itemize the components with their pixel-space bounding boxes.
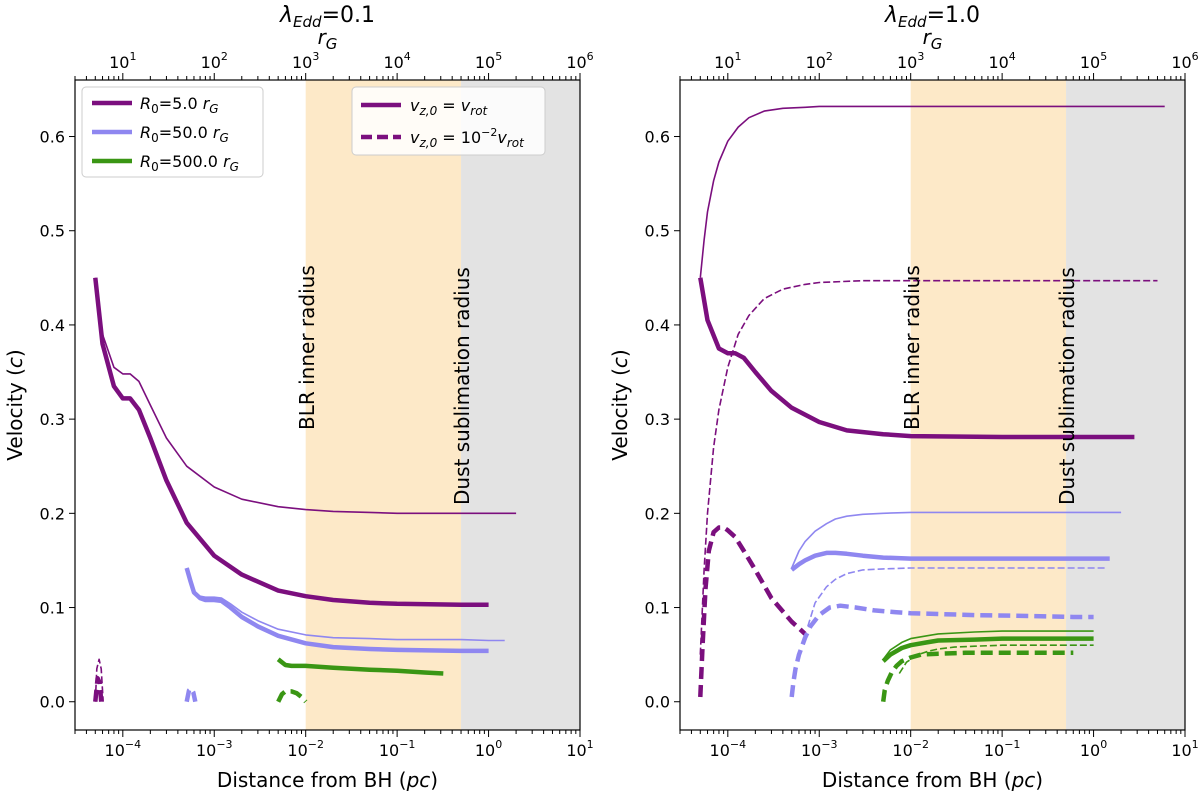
right-x-tick-label-0: 10−4 — [710, 738, 747, 760]
left-top-tick-label-1: 102 — [201, 50, 228, 72]
left-region-dust — [461, 80, 580, 730]
right-y-tick-label-3: 0.3 — [645, 410, 670, 429]
left-x-tick-label-5: 101 — [566, 738, 593, 760]
left-y-axis-label: Velocity (c) — [3, 349, 27, 460]
left-series — [93, 277, 517, 704]
right-series-line-4 — [790, 511, 1122, 569]
left-series-line-2 — [184, 567, 489, 654]
right-y-tick-label-4: 0.4 — [645, 316, 670, 335]
left-plot-frame — [74, 79, 581, 731]
left-series-line-4 — [276, 657, 444, 676]
legend-r0-label-5: R0=5.0 rG — [140, 94, 219, 116]
left-x-tick-label-4: 100 — [475, 738, 502, 760]
right-regions — [910, 80, 1185, 730]
right-series-line-5 — [790, 550, 1110, 572]
left-series-line-7 — [184, 686, 198, 703]
left-top-tick-label-3: 104 — [383, 50, 410, 72]
left-top-tick-label-2: 103 — [292, 50, 319, 72]
left-annotation-blr: BLR inner radius — [295, 265, 319, 430]
left-y-tick-label-5: 0.5 — [40, 222, 65, 241]
left-y-tick-label-2: 0.2 — [40, 504, 65, 523]
right-top-tick-label-5: 106 — [1171, 50, 1198, 72]
left-top-axis-label: rG — [318, 25, 338, 53]
left-regions — [305, 80, 580, 730]
left-x-tick-label-0: 10−4 — [105, 738, 142, 760]
right-y-tick-label-1: 0.1 — [645, 599, 670, 618]
legend-r0-box — [81, 86, 264, 178]
right-series — [698, 105, 1165, 702]
right-ticks: 10−4 10−3 10−2 10−1 100 101 101 102 103 104 105 106… — [645, 50, 1199, 760]
legend-vz: vz,0 = vrot vz,0 = 10−2vrot — [351, 86, 546, 156]
left-top-tick-label-0: 101 — [109, 50, 136, 72]
right-region-dust — [1066, 80, 1185, 730]
right-series-line-7 — [789, 603, 1094, 698]
left-panel: 10−4 10−3 10−2 10−1 100 101 101 102 103 104 105 106… — [3, 3, 594, 792]
left-y-tick-label-6: 0.6 — [40, 128, 65, 147]
right-series-line-2 — [699, 279, 1158, 655]
right-y-tick-label-5: 0.5 — [645, 222, 670, 241]
right-y-tick-label-2: 0.2 — [645, 504, 670, 523]
right-region-blr — [910, 80, 1067, 730]
right-top-tick-label-4: 105 — [1080, 50, 1107, 72]
right-top-tick-label-0: 101 — [714, 50, 741, 72]
left-y-tick-label-1: 0.1 — [40, 599, 65, 618]
right-panel-title: λEdd=1.0 — [884, 3, 980, 31]
right-plot-frame — [679, 79, 1186, 731]
left-x-tick-label-3: 10−1 — [379, 738, 416, 760]
right-x-tick-label-2: 10−2 — [892, 738, 929, 760]
right-y-axis-label: Velocity (c) — [608, 349, 632, 460]
legend-r0: R0=5.0 rG R0=50.0 rG R0=500.0 rG — [81, 86, 264, 178]
right-x-axis-label: Distance from BH (pc) — [822, 768, 1043, 792]
right-series-line-9 — [881, 636, 1094, 663]
right-y-tick-label-6: 0.6 — [645, 128, 670, 147]
right-series-line-11 — [880, 650, 1074, 702]
right-top-tick-label-2: 103 — [897, 50, 924, 72]
left-series-line-6 — [94, 658, 104, 702]
right-series-line-6 — [807, 567, 1107, 627]
right-x-tick-label-1: 10−3 — [801, 738, 838, 760]
right-x-tick-label-4: 100 — [1080, 738, 1107, 760]
right-top-axis-label: rG — [923, 25, 943, 53]
left-annotation-dust: Dust sublimation radius — [450, 267, 474, 505]
left-y-tick-label-3: 0.3 — [40, 410, 65, 429]
right-annotation-dust: Dust sublimation radius — [1055, 267, 1079, 505]
left-top-tick-label-5: 106 — [566, 50, 593, 72]
left-y-tick-label-4: 0.4 — [40, 316, 65, 335]
right-y-tick-label-0: 0.0 — [645, 693, 670, 712]
left-top-tick-label-4: 105 — [475, 50, 502, 72]
left-x-tick-label-2: 10−2 — [287, 738, 324, 760]
right-annotation-blr: BLR inner radius — [900, 265, 924, 430]
left-x-tick-label-1: 10−3 — [196, 738, 233, 760]
legend-r0-label-500: R0=500.0 rG — [140, 152, 239, 174]
left-ticks: 10−4 10−3 10−2 10−1 100 101 101 102 103 104 105 106… — [40, 50, 594, 760]
left-panel-title: λEdd=0.1 — [279, 3, 375, 31]
right-x-tick-label-3: 10−1 — [984, 738, 1021, 760]
left-series-line-8 — [276, 689, 308, 704]
legend-vz-label-dashed: vz,0 = 10−2vrot — [410, 126, 525, 150]
right-top-tick-label-3: 104 — [988, 50, 1015, 72]
right-top-tick-label-1: 102 — [806, 50, 833, 72]
legend-r0-label-50: R0=50.0 rG — [140, 123, 229, 145]
left-series-line-3 — [185, 567, 505, 642]
left-series-line-0 — [93, 277, 489, 607]
right-series-line-3 — [698, 525, 807, 698]
left-y-tick-label-0: 0.0 — [40, 693, 65, 712]
right-x-tick-label-5: 101 — [1171, 738, 1198, 760]
legend-vz-label-solid: vz,0 = vrot — [410, 96, 489, 118]
right-panel: 10−4 10−3 10−2 10−1 100 101 101 102 103 104 105 106… — [608, 3, 1199, 792]
right-series-line-8 — [882, 630, 1094, 660]
right-series-line-1 — [698, 277, 1135, 440]
left-series-line-1 — [94, 277, 517, 515]
left-region-blr — [305, 80, 462, 730]
left-x-axis-label: Distance from BH (pc) — [217, 768, 438, 792]
right-series-line-0 — [699, 105, 1165, 278]
